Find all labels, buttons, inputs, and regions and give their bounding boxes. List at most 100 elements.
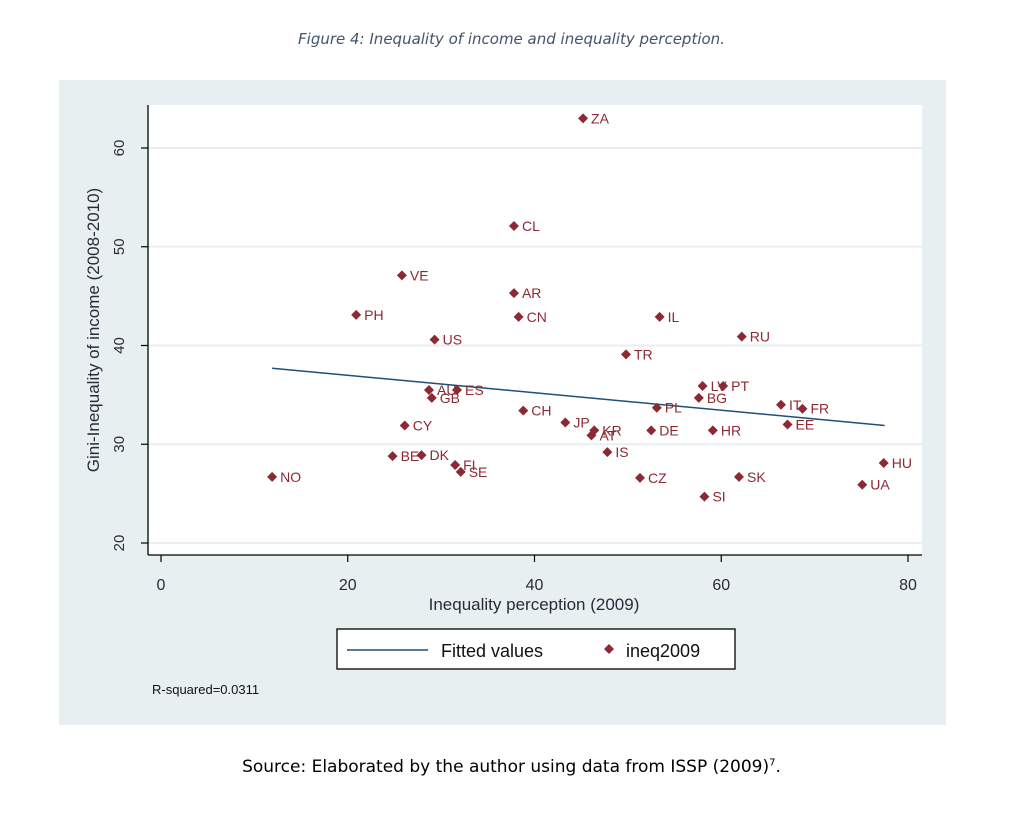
data-point-il: IL	[654, 309, 680, 325]
point-marker	[776, 399, 787, 410]
x-tick-label-20: 20	[339, 577, 357, 594]
x-axis-label: Inequality perception (2009)	[429, 595, 640, 614]
point-label: FI	[463, 457, 475, 473]
point-marker	[387, 451, 398, 462]
data-point-es: ES	[451, 382, 484, 398]
fitted-line	[272, 367, 885, 427]
point-marker	[621, 349, 632, 360]
point-marker	[654, 311, 665, 322]
y-tick-label-40: 40	[111, 337, 128, 354]
point-marker	[455, 466, 466, 477]
point-marker	[646, 425, 657, 436]
data-point-cz: CZ	[635, 470, 667, 486]
tick-labels: 20 30 40 50 60 0 20 40 60 80	[111, 140, 917, 594]
x-tick-label-80: 80	[899, 577, 917, 594]
point-marker	[635, 472, 646, 483]
source-footnote: 7	[769, 757, 776, 769]
point-marker	[451, 384, 462, 395]
point-label: UA	[870, 477, 890, 493]
point-marker	[351, 309, 362, 320]
point-label: PL	[665, 400, 682, 416]
data-point-dk: DK	[416, 447, 450, 463]
point-label: JP	[573, 415, 589, 431]
data-point-us: US	[429, 332, 462, 348]
data-point-cn: CN	[513, 309, 547, 325]
data-point-ru: RU	[736, 329, 770, 345]
point-marker	[423, 384, 434, 395]
data-point-ph: PH	[351, 307, 384, 323]
data-point-hu: HU	[878, 455, 912, 471]
data-point-at: AT	[586, 427, 617, 443]
data-point-be: BE	[387, 448, 420, 464]
point-marker	[693, 392, 704, 403]
point-label: CN	[527, 309, 547, 325]
point-label: SI	[712, 489, 725, 505]
y-tick-label-50: 50	[111, 238, 128, 255]
data-point-pl: PL	[651, 400, 682, 416]
source-caption: Source: Elaborated by the author using d…	[0, 757, 1023, 777]
point-label: BE	[401, 448, 420, 464]
point-marker	[508, 288, 519, 299]
data-point-za: ZA	[578, 110, 610, 126]
point-label: KR	[602, 422, 621, 438]
point-label: RU	[750, 329, 770, 345]
data-point-bg: BG	[693, 390, 727, 406]
point-label: AU	[437, 382, 456, 398]
point-marker	[707, 425, 718, 436]
point-label: DE	[659, 422, 678, 438]
legend: Fitted values ineq2009	[336, 628, 736, 670]
point-label: SK	[747, 469, 766, 485]
data-point-hr: HR	[707, 422, 741, 438]
point-label: CH	[531, 403, 551, 419]
point-label: PH	[364, 307, 383, 323]
point-marker	[857, 479, 868, 490]
data-point-tr: TR	[621, 346, 653, 362]
point-label: IL	[668, 309, 680, 325]
point-label: VE	[410, 267, 429, 283]
point-label: HU	[892, 455, 912, 471]
data-point-se: SE	[455, 464, 488, 480]
y-tick-label-60: 60	[111, 140, 128, 157]
point-marker	[560, 417, 571, 428]
figure-title: Figure 4: Inequality of income and inequ…	[298, 30, 725, 48]
data-point-pt: PT	[718, 378, 749, 394]
data-point-is: IS	[602, 444, 629, 460]
plot-area	[148, 105, 922, 555]
data-point-fr: FR	[797, 401, 829, 417]
point-label: SE	[469, 464, 488, 480]
data-point-au: AU	[423, 382, 456, 398]
y-tick-label-30: 30	[111, 436, 128, 453]
data-point-ch: CH	[518, 403, 552, 419]
data-point-cy: CY	[399, 417, 433, 433]
point-marker	[508, 221, 519, 232]
point-label: EE	[796, 417, 815, 433]
point-label: IS	[615, 444, 628, 460]
gridlines	[148, 147, 922, 544]
point-label: US	[443, 332, 462, 348]
point-label: FR	[810, 401, 829, 417]
source-end: .	[775, 757, 781, 777]
point-marker	[651, 402, 662, 413]
point-marker	[426, 392, 437, 403]
point-marker	[399, 420, 410, 431]
legend-marker-diamond-icon	[604, 644, 614, 654]
x-tick-label-60: 60	[712, 577, 730, 594]
source-text: Source: Elaborated by the author using d…	[242, 757, 770, 777]
point-label: AT	[599, 427, 616, 443]
point-marker	[578, 113, 589, 124]
point-marker	[878, 458, 889, 469]
data-point-si: SI	[699, 489, 726, 505]
data-point-fi: FI	[450, 457, 476, 473]
data-point-ua: UA	[857, 477, 890, 493]
point-marker	[782, 419, 793, 430]
point-marker	[699, 491, 710, 502]
point-marker	[602, 447, 613, 458]
point-marker	[736, 331, 747, 342]
point-label: PT	[731, 378, 749, 394]
x-tick-label-40: 40	[526, 577, 544, 594]
point-label: CZ	[648, 470, 667, 486]
point-label: DK	[430, 447, 450, 463]
r-squared-annotation: R-squared=0.0311	[152, 682, 260, 697]
x-tick-label-0: 0	[157, 577, 166, 594]
